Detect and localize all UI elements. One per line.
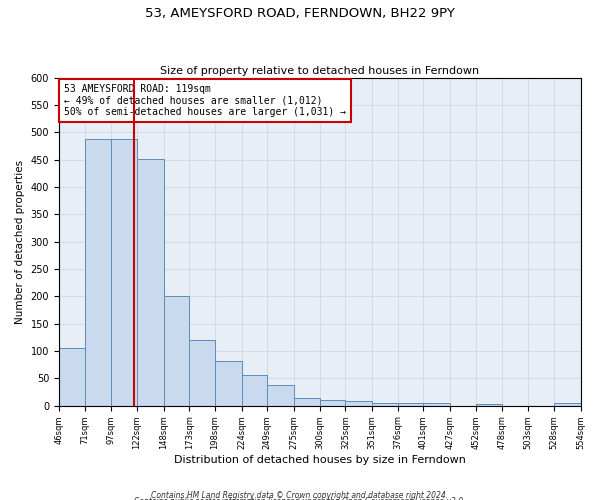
Bar [554,403,581,406]
Bar [424,403,450,406]
Bar [59,348,85,406]
Bar [398,403,424,406]
Y-axis label: Number of detached properties: Number of detached properties [15,160,25,324]
Bar [476,404,502,406]
Bar [164,296,190,406]
Bar [268,386,294,406]
Bar [111,140,137,406]
X-axis label: Distribution of detached houses by size in Ferndown: Distribution of detached houses by size … [174,455,466,465]
Bar [320,400,346,406]
Bar [215,361,242,406]
Title: Size of property relative to detached houses in Ferndown: Size of property relative to detached ho… [160,66,479,76]
Text: Contains public sector information licensed under the Open Government Licence v3: Contains public sector information licen… [134,497,466,500]
Text: Contains HM Land Registry data © Crown copyright and database right 2024.: Contains HM Land Registry data © Crown c… [151,490,449,500]
Bar [85,140,111,406]
Bar [294,398,320,406]
Bar [242,374,268,406]
Bar [190,340,215,406]
Text: 53 AMEYSFORD ROAD: 119sqm
← 49% of detached houses are smaller (1,012)
50% of se: 53 AMEYSFORD ROAD: 119sqm ← 49% of detac… [64,84,346,117]
Bar [137,158,164,406]
Bar [372,403,398,406]
Bar [346,402,372,406]
Text: 53, AMEYSFORD ROAD, FERNDOWN, BH22 9PY: 53, AMEYSFORD ROAD, FERNDOWN, BH22 9PY [145,8,455,20]
